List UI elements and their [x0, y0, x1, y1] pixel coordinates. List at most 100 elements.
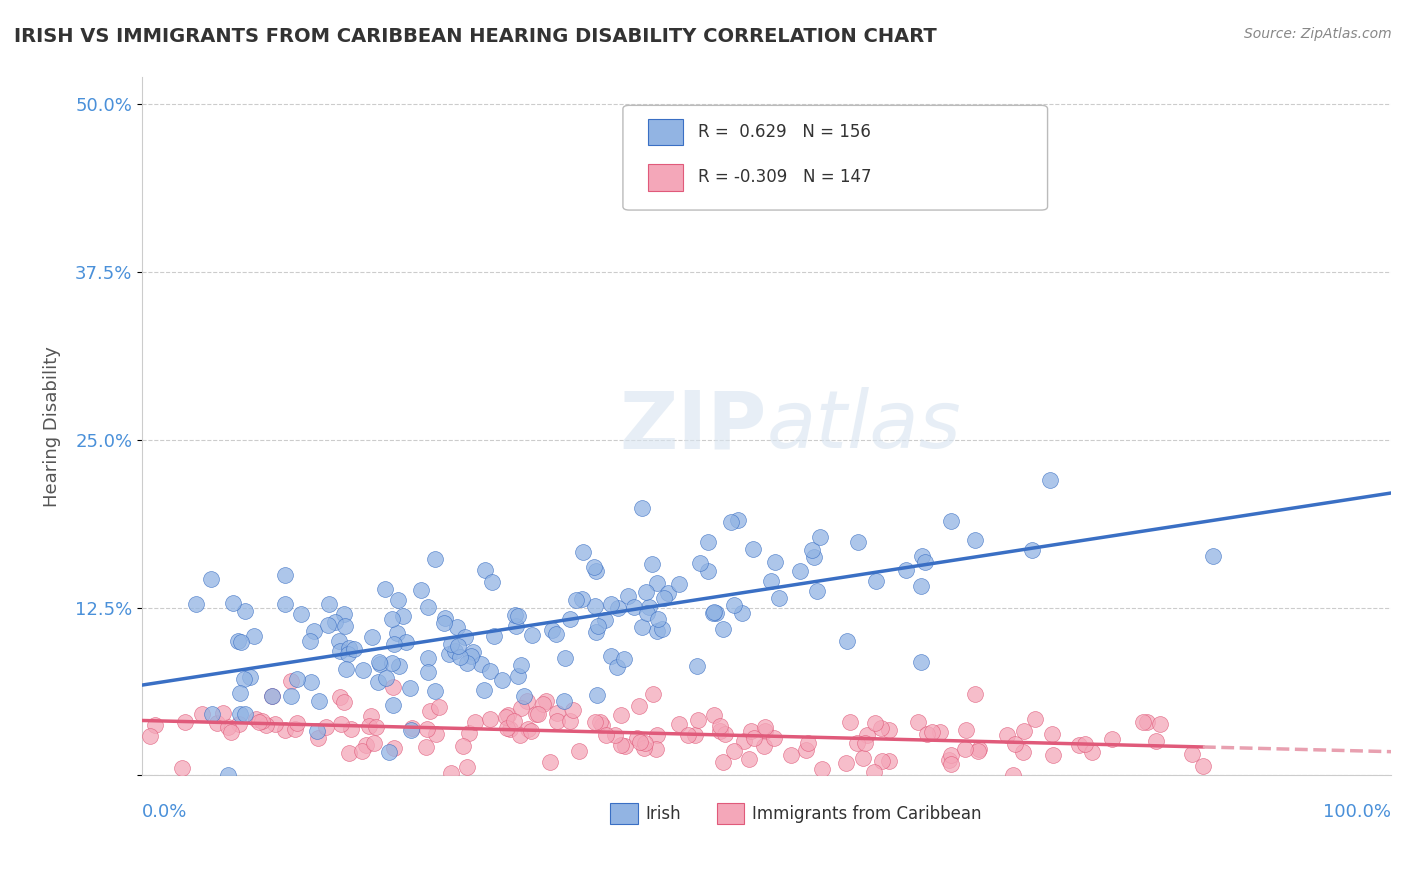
- Point: [1024, 713, 1046, 727]
- Point: [645, 741, 668, 756]
- Point: [686, 714, 709, 728]
- Point: [1042, 747, 1064, 762]
- Point: [243, 629, 266, 643]
- Point: [482, 629, 505, 643]
- Point: [703, 708, 725, 723]
- Point: [260, 690, 283, 704]
- Point: [307, 731, 329, 746]
- Text: IRISH VS IMMIGRANTS FROM CARIBBEAN HEARING DISABILITY CORRELATION CHART: IRISH VS IMMIGRANTS FROM CARIBBEAN HEARI…: [14, 27, 936, 45]
- Point: [503, 607, 526, 622]
- Point: [491, 673, 513, 688]
- Point: [280, 674, 302, 689]
- Point: [250, 714, 273, 729]
- Point: [380, 612, 402, 626]
- Point: [606, 600, 628, 615]
- Point: [398, 681, 420, 695]
- Point: [328, 633, 350, 648]
- Point: [846, 535, 869, 549]
- Point: [284, 722, 307, 736]
- Point: [375, 671, 398, 685]
- Point: [963, 533, 986, 547]
- Point: [315, 720, 337, 734]
- Point: [219, 724, 242, 739]
- Point: [768, 591, 790, 605]
- Point: [1149, 717, 1171, 731]
- Point: [337, 648, 360, 662]
- Point: [510, 658, 533, 673]
- Point: [668, 576, 690, 591]
- Point: [527, 706, 550, 721]
- Point: [361, 630, 384, 644]
- Point: [565, 593, 588, 607]
- Point: [643, 687, 665, 701]
- Point: [381, 657, 404, 671]
- Point: [613, 651, 636, 665]
- Point: [285, 672, 308, 686]
- Point: [340, 722, 363, 736]
- Point: [516, 722, 538, 736]
- Point: [789, 564, 811, 578]
- Point: [636, 606, 658, 620]
- Text: ZIP: ZIP: [619, 387, 766, 466]
- Point: [510, 701, 533, 715]
- Point: [498, 708, 520, 723]
- Point: [217, 768, 239, 782]
- Point: [1069, 738, 1091, 752]
- Point: [921, 724, 943, 739]
- Point: [835, 756, 858, 770]
- Point: [703, 605, 725, 619]
- Text: 100.0%: 100.0%: [1323, 804, 1391, 822]
- Point: [506, 609, 529, 624]
- Point: [1002, 768, 1025, 782]
- Point: [427, 700, 450, 714]
- Point: [502, 714, 524, 729]
- Point: [496, 722, 519, 736]
- Point: [229, 685, 252, 699]
- Point: [499, 723, 522, 737]
- Point: [896, 563, 918, 577]
- Point: [316, 617, 339, 632]
- Point: [415, 739, 437, 754]
- Point: [583, 715, 606, 730]
- Point: [711, 622, 734, 636]
- Point: [233, 672, 256, 686]
- Point: [915, 727, 938, 741]
- Point: [794, 743, 817, 757]
- Text: R = -0.309   N = 147: R = -0.309 N = 147: [697, 169, 872, 186]
- Point: [1202, 549, 1225, 564]
- Point: [910, 549, 932, 563]
- Point: [606, 660, 628, 674]
- Point: [702, 607, 724, 621]
- Point: [440, 637, 463, 651]
- Point: [352, 664, 374, 678]
- Point: [425, 552, 447, 566]
- Point: [963, 687, 986, 701]
- Point: [780, 747, 803, 762]
- Point: [613, 739, 636, 753]
- Point: [231, 635, 253, 649]
- Point: [907, 715, 929, 730]
- Point: [589, 714, 612, 729]
- Point: [558, 714, 581, 728]
- Point: [628, 735, 651, 749]
- Point: [264, 717, 287, 731]
- Point: [318, 597, 340, 611]
- Point: [392, 608, 415, 623]
- Point: [591, 718, 613, 732]
- Point: [806, 584, 828, 599]
- Point: [586, 688, 609, 702]
- Point: [863, 716, 886, 731]
- Point: [803, 550, 825, 565]
- Point: [846, 736, 869, 750]
- Point: [478, 664, 501, 678]
- Point: [967, 744, 990, 758]
- Point: [969, 742, 991, 756]
- Point: [329, 644, 352, 658]
- Point: [201, 706, 224, 721]
- Point: [852, 751, 875, 765]
- Point: [657, 586, 679, 600]
- Point: [298, 633, 321, 648]
- Point: [245, 712, 267, 726]
- Point: [538, 756, 561, 770]
- Point: [172, 762, 194, 776]
